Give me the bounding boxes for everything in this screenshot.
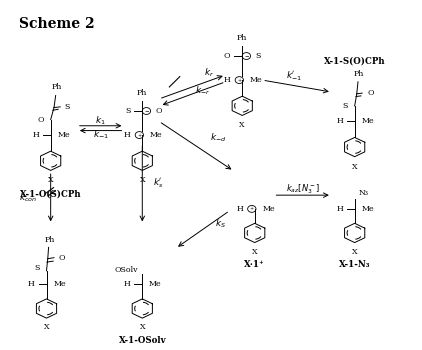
Text: Ph: Ph [52, 83, 62, 91]
Text: X·1⁺: X·1⁺ [244, 260, 265, 270]
Text: $k_{s}'$: $k_{s}'$ [153, 176, 163, 190]
Text: $k_{-d}$: $k_{-d}$ [210, 132, 226, 145]
Text: OSolv: OSolv [114, 266, 138, 274]
Text: $k_S$: $k_S$ [215, 217, 226, 230]
Text: X: X [44, 323, 49, 331]
Text: $k_{con}$: $k_{con}$ [19, 192, 37, 204]
Text: Me: Me [53, 280, 66, 288]
Text: O: O [38, 116, 44, 124]
Text: O: O [59, 254, 65, 262]
Text: Me: Me [57, 131, 70, 139]
Text: Scheme 2: Scheme 2 [19, 16, 95, 30]
Text: +: + [237, 78, 241, 83]
Text: Me: Me [250, 76, 262, 84]
Text: X: X [252, 248, 257, 256]
Text: Me: Me [262, 205, 275, 213]
Text: X: X [352, 163, 357, 171]
Text: S: S [64, 103, 69, 111]
Text: Me: Me [361, 117, 374, 125]
Text: H: H [32, 131, 39, 139]
Text: −: − [244, 54, 249, 58]
Text: X-1-OSolv: X-1-OSolv [119, 336, 166, 345]
Text: $k_{-1}$: $k_{-1}$ [93, 128, 108, 141]
Text: X: X [239, 121, 245, 130]
Text: $k_1$: $k_1$ [95, 115, 106, 127]
Text: S: S [125, 107, 131, 115]
Text: H: H [124, 131, 131, 139]
Text: +: + [137, 133, 141, 138]
Text: H: H [236, 205, 243, 213]
Text: O: O [223, 52, 230, 60]
Text: Ph: Ph [137, 89, 147, 97]
Text: X: X [140, 323, 145, 331]
Text: Ph: Ph [45, 236, 55, 244]
Text: X: X [140, 176, 145, 184]
Text: O: O [156, 107, 162, 115]
Text: $k_{-r}$: $k_{-r}$ [195, 84, 211, 97]
Text: Me: Me [361, 205, 374, 213]
Text: H: H [28, 280, 35, 288]
Text: S: S [35, 264, 40, 272]
Text: S: S [256, 52, 261, 60]
Text: Ph: Ph [354, 70, 364, 78]
Text: H: H [336, 117, 343, 125]
Text: H: H [336, 205, 343, 213]
Text: X: X [352, 248, 357, 256]
Text: S: S [343, 102, 348, 110]
Text: −: − [144, 108, 149, 113]
Text: Ph: Ph [237, 34, 247, 42]
Text: Me: Me [149, 280, 162, 288]
Text: O: O [367, 89, 373, 97]
Text: Me: Me [150, 131, 162, 139]
Text: H: H [224, 76, 230, 84]
Text: $k_r$: $k_r$ [204, 67, 214, 79]
Text: X: X [48, 176, 54, 184]
Text: $k_{-1}'$: $k_{-1}'$ [286, 70, 302, 83]
Text: X-1-S(O)CPh: X-1-S(O)CPh [324, 56, 385, 65]
Text: N₃: N₃ [359, 189, 369, 197]
Text: +: + [250, 206, 254, 211]
Text: $k_{az}[N_3^-]$: $k_{az}[N_3^-]$ [286, 182, 319, 196]
Text: X-1-O(S)CPh: X-1-O(S)CPh [20, 190, 81, 199]
Text: X-1-N₃: X-1-N₃ [339, 260, 371, 270]
Text: H: H [124, 280, 131, 288]
